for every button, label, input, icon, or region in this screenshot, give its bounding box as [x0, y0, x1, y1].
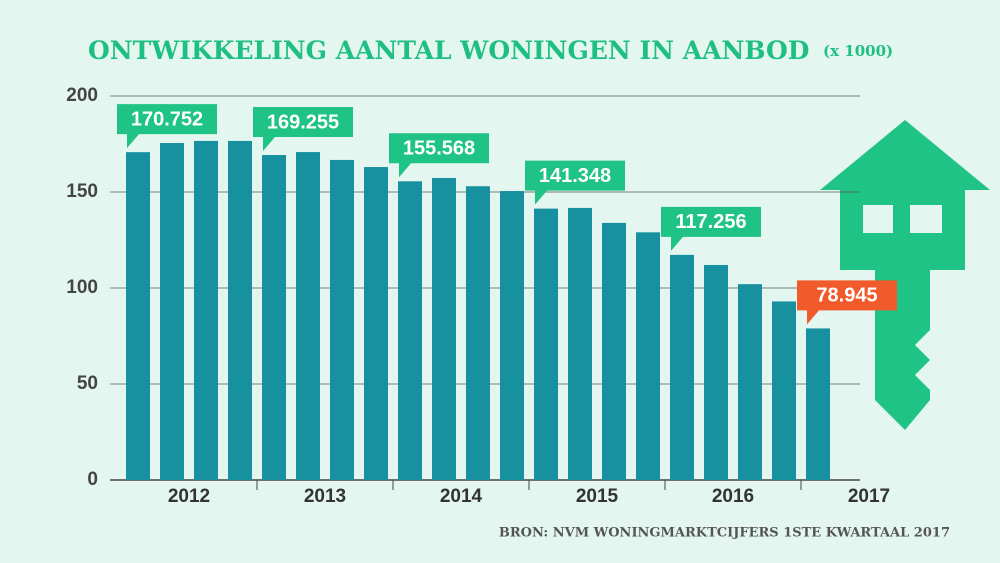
bar	[602, 222, 626, 481]
value-label-box	[389, 133, 489, 178]
key-icon	[820, 120, 990, 430]
bar	[466, 186, 490, 481]
bar	[228, 140, 252, 481]
bar	[568, 207, 592, 480]
value-label: 170.752	[131, 108, 203, 130]
x-group-label: 2013	[304, 486, 346, 507]
bar	[670, 254, 694, 480]
chart-title: ONTWIKKELING AANTAL WONINGEN IN AANBOD	[88, 36, 809, 65]
bar	[432, 177, 456, 480]
bar	[500, 191, 524, 481]
bar	[806, 328, 830, 480]
x-group-label: 2016	[712, 486, 754, 507]
value-label: 141.348	[539, 165, 611, 187]
value-label-box	[525, 160, 625, 205]
source: BRON: NVM WONINGMARKTCIJFERS 1STE KWARTA…	[499, 526, 950, 541]
bar	[126, 152, 150, 480]
value-label: 155.568	[403, 138, 475, 160]
bar	[636, 232, 660, 480]
y-tick-label: 200	[66, 85, 98, 106]
x-group-label: 2014	[440, 486, 483, 507]
bar	[296, 152, 320, 480]
bar	[160, 143, 184, 481]
bar	[534, 208, 558, 480]
value-label-box	[661, 206, 761, 251]
bar	[398, 181, 422, 480]
bar	[738, 284, 762, 480]
bar	[194, 140, 218, 481]
y-tick-label: 0	[87, 469, 98, 490]
bar	[364, 167, 388, 481]
value-label: 117.256	[675, 211, 746, 233]
chart-title-group: ONTWIKKELING AANTAL WONINGEN IN AANBOD (…	[88, 36, 893, 65]
value-label: 169.255	[267, 111, 339, 133]
chart-subtitle: (x 1000)	[823, 42, 893, 60]
value-label-box	[117, 104, 217, 149]
x-group-label: 2017	[848, 486, 890, 507]
x-group-label: 2015	[576, 486, 619, 507]
value-label: 78.945	[816, 285, 877, 307]
bar	[772, 301, 796, 480]
bar	[704, 264, 728, 480]
x-group-label: 2012	[168, 486, 210, 507]
y-tick-label: 50	[77, 373, 98, 394]
bar	[262, 155, 286, 480]
value-label-box	[253, 107, 353, 152]
bar	[330, 159, 354, 480]
y-tick-label: 100	[66, 277, 98, 298]
y-tick-label: 150	[66, 181, 98, 202]
value-label-box	[797, 280, 897, 325]
